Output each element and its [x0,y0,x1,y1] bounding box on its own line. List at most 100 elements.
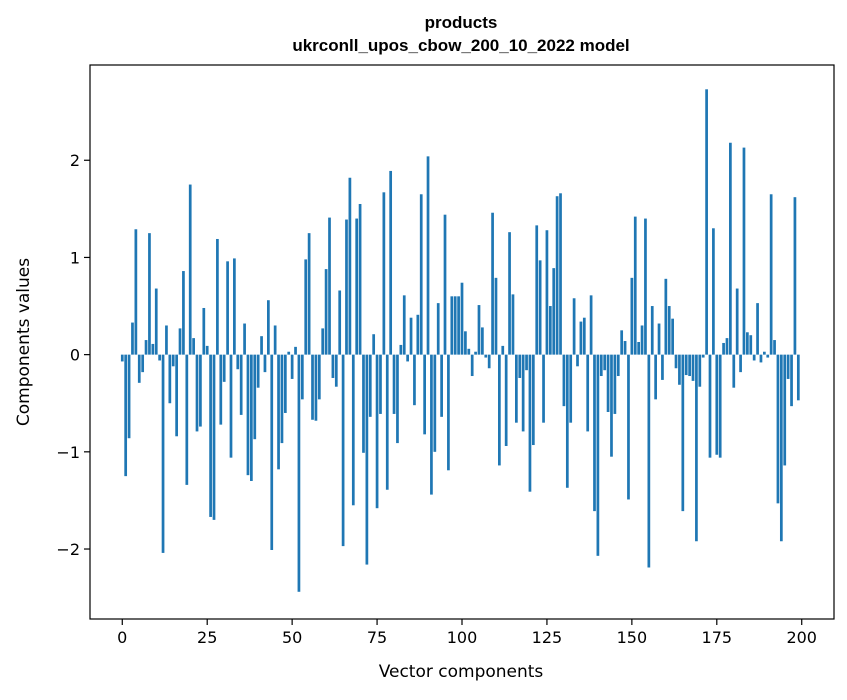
bar [178,328,182,355]
bar [576,354,579,367]
bar [382,192,386,355]
bar [481,327,484,355]
bar [141,354,145,373]
y-tick-label: 0 [70,346,80,365]
bar [246,354,250,476]
bar [338,290,342,355]
bar [742,147,746,355]
bar [640,325,644,355]
bar [423,354,426,435]
bar [579,321,583,355]
bar [606,354,610,412]
bar [654,354,657,400]
bar [701,354,705,358]
x-axis-ticks: 0 25 50 75 100 125 150 175 200 [117,619,817,647]
bar [209,354,212,517]
bar [341,354,345,547]
bar-series [120,89,800,592]
bar [433,354,437,452]
bar [688,354,691,377]
bar [729,142,732,355]
bar [538,260,542,355]
bar [671,318,674,355]
x-tick-label: 75 [367,628,387,647]
x-tick-label: 0 [117,628,127,647]
bar [331,354,335,378]
x-tick-label: 100 [447,628,478,647]
bar [763,351,766,355]
x-tick-label: 150 [617,628,648,647]
bar [759,354,763,363]
bar [216,238,219,355]
bar [443,214,447,355]
bar [776,354,780,504]
bar [375,354,379,509]
bar [158,354,161,361]
bar [273,325,277,355]
bar [290,354,294,379]
bar [650,306,654,355]
bar [416,314,420,355]
bar [582,317,586,355]
x-tick-label: 25 [197,628,217,647]
bar [120,354,124,362]
y-axis-ticks: −2 −1 0 1 2 [56,151,90,559]
y-tick-label: 2 [70,151,80,170]
y-tick-label: 1 [70,248,80,267]
bar [311,354,314,420]
bar [280,354,284,444]
bar [657,323,661,355]
bar [165,325,168,355]
bar [168,354,172,404]
bar [250,354,253,481]
bar [705,89,708,355]
bar [351,354,355,506]
bar [477,305,481,355]
bar [267,300,270,355]
bar [334,354,338,387]
bar [219,354,223,425]
plot-frame [89,64,835,620]
bar [345,219,348,355]
bar [321,328,325,355]
y-tick-label: −1 [56,443,80,462]
bar [494,277,498,355]
bar [691,354,695,381]
bar [531,354,535,446]
x-tick-label: 125 [532,628,563,647]
bar [661,354,664,380]
bar [226,261,229,355]
bar [124,354,128,477]
chart-title: products [425,13,498,32]
bar [253,354,257,440]
bar [229,354,233,458]
bar [389,170,393,355]
bar [233,258,236,355]
bar [307,233,311,355]
bar [766,354,770,358]
bar [779,354,783,542]
bar [467,348,471,355]
bar [613,354,617,414]
bar [501,345,505,355]
bar [589,295,593,355]
x-tick-label: 175 [702,628,733,647]
bar [134,229,138,355]
bar [484,354,488,358]
bar [436,303,440,355]
bar [722,342,725,355]
bar [362,354,365,453]
bar [402,295,406,355]
x-axis-label: Vector components [379,662,544,682]
bar [300,354,304,400]
bar [712,228,715,355]
bar [725,338,729,355]
bar [470,354,474,377]
bar [348,177,352,355]
bar [171,354,175,367]
bar [698,354,702,387]
bar [175,354,178,437]
bar [796,354,800,401]
bar [783,354,787,466]
bar [222,354,226,382]
